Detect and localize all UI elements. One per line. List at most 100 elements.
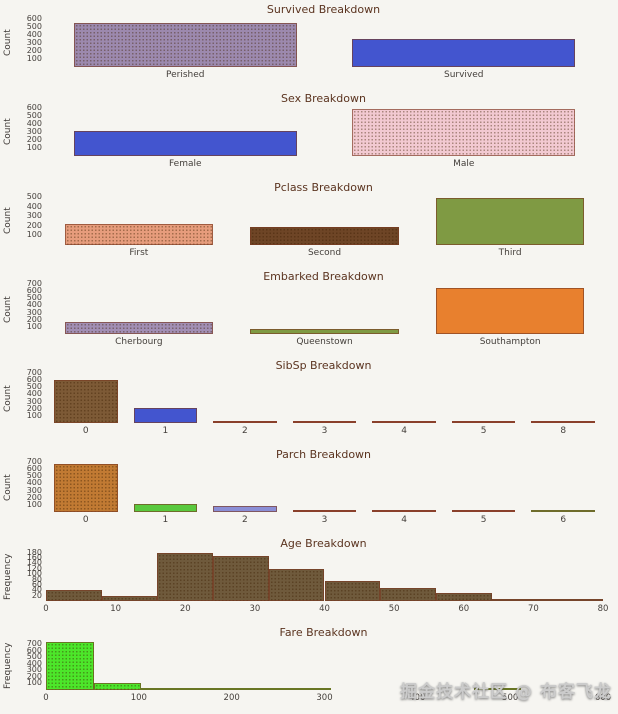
y-axis-label: Frequency	[3, 553, 13, 601]
y-tick-label: 600	[26, 645, 42, 655]
bar	[352, 39, 576, 67]
x-tick-label: Perished	[166, 70, 205, 80]
y-tick-label: 400	[26, 389, 42, 399]
bar	[531, 510, 596, 512]
y-tick-label: 500	[26, 191, 42, 201]
histogram-bar	[236, 688, 284, 690]
y-tick-label: 120	[26, 563, 42, 573]
chart-parch-breakdown: Parch Breakdown Count 100 200 300 400 500 600…	[0, 445, 618, 534]
y-tick-label: 140	[26, 558, 42, 568]
chart-embarked-breakdown: Embarked Breakdown Count 100 200 300 400 500…	[0, 267, 618, 356]
chart-sex-breakdown: Sex Breakdown Count 100 200 300 400 500 600 Fe…	[0, 89, 618, 178]
x-tick-label: 1	[162, 426, 169, 436]
y-tick-label: 160	[26, 553, 42, 562]
plot-area: 100 200 300 400 500 600 700 0 100 200 300 400 500 600	[27, 639, 611, 702]
bar	[250, 328, 399, 334]
x-tick-label: First	[129, 248, 149, 258]
y-tick-label: 300	[26, 396, 42, 406]
y-tick-label: 400	[26, 29, 42, 39]
y-axis-label: Count	[3, 29, 13, 57]
histogram-bar	[46, 589, 102, 601]
chart-title: Survived Breakdown	[266, 3, 381, 16]
y-tick-label: 300	[26, 665, 42, 675]
y-tick-label: 200	[26, 671, 42, 681]
x-tick-label: 30	[249, 604, 261, 614]
x-tick-label: Female	[168, 159, 202, 169]
y-tick-label: 700	[26, 368, 42, 377]
plot-area: 100 200 300 400 500 600 Perished Survived	[27, 14, 603, 80]
y-tick-label: 180	[26, 547, 42, 557]
chart-title: Parch Breakdown	[275, 448, 372, 461]
plot-area: 100 200 300 400 500 600 700 0 1 2 3 4 5 6	[27, 458, 603, 525]
bar	[292, 421, 357, 423]
y-tick-label: 80	[31, 574, 42, 584]
x-tick-label: 80	[597, 604, 609, 614]
chart-title: Embarked Breakdown	[263, 270, 384, 283]
histogram-bar	[188, 688, 237, 690]
histogram-bar	[268, 568, 325, 601]
chart-title: Sex Breakdown	[281, 92, 366, 105]
y-tick-label: 400	[26, 300, 42, 310]
y-tick-label: 300	[26, 211, 42, 221]
histogram-bar	[283, 688, 332, 690]
histogram-bar	[157, 553, 214, 601]
bar	[292, 510, 357, 512]
y-axis-label: Count	[3, 474, 13, 502]
y-tick-label: 100	[26, 678, 42, 688]
bar	[352, 109, 576, 156]
y-tick-label: 500	[26, 382, 42, 392]
x-tick-label: 2	[242, 515, 248, 525]
x-tick-label: 0	[82, 515, 89, 525]
y-tick-label: 200	[26, 492, 42, 502]
plot-area: 100 200 300 400 500 600 700 0 1 2 3 4 5 8	[27, 369, 603, 436]
y-tick-label: 100	[26, 142, 42, 152]
bar	[372, 510, 436, 512]
x-tick-label: 0	[82, 426, 89, 436]
plot-area: 20 40 60 80 100 120 140 160 180 0 10 20 30 40 50 60 70 80	[27, 548, 609, 613]
x-tick-label: 60	[458, 604, 470, 614]
chart-title: Fare Breakdown	[279, 626, 368, 639]
y-tick-label: 600	[26, 375, 42, 385]
y-axis-label: Frequency	[3, 642, 13, 690]
y-tick-label: 200	[26, 45, 42, 55]
bar	[250, 227, 399, 245]
y-tick-label: 20	[31, 590, 42, 600]
y-tick-label: 200	[26, 403, 42, 413]
chart-title: Pclass Breakdown	[274, 181, 373, 194]
chart-pclass-breakdown: Pclass Breakdown Count 100 200 300 400 500 Fi…	[0, 178, 618, 267]
plot-area: 100 200 300 400 500 First Second Third	[27, 192, 603, 258]
bar	[372, 421, 436, 423]
bar	[451, 421, 516, 423]
y-tick-label: 200	[26, 134, 42, 144]
x-tick-label: Third	[498, 248, 522, 258]
histogram-bar	[93, 683, 142, 690]
bar	[64, 224, 214, 245]
y-tick-label: 600	[26, 286, 42, 296]
y-axis-label: Count	[3, 296, 13, 324]
y-tick-label: 100	[26, 321, 42, 331]
chart-survived-breakdown: Survived Breakdown Count 100 200 300 400 500…	[0, 0, 618, 89]
y-tick-label: 400	[26, 478, 42, 488]
x-tick-label: 500	[502, 693, 519, 703]
y-axis-label: Count	[3, 118, 13, 146]
bar	[73, 130, 297, 156]
histogram-bar	[435, 593, 492, 601]
histogram-bar	[141, 687, 189, 690]
y-tick-label: 500	[26, 110, 42, 120]
y-tick-label: 600	[26, 102, 42, 112]
y-tick-label: 400	[26, 118, 42, 128]
bar	[435, 288, 585, 334]
x-tick-label: 400	[409, 693, 426, 703]
y-tick-label: 100	[26, 410, 42, 420]
y-tick-label: 300	[26, 126, 42, 136]
x-tick-label: 40	[319, 604, 330, 614]
y-tick-label: 500	[26, 652, 42, 662]
y-tick-label: 700	[26, 638, 42, 648]
bar	[53, 379, 118, 423]
y-tick-label: 200	[26, 314, 42, 324]
histogram-bar	[547, 599, 603, 601]
x-tick-label: 1	[162, 515, 169, 525]
x-tick-label: 70	[527, 604, 539, 614]
x-tick-label: 20	[179, 604, 191, 614]
